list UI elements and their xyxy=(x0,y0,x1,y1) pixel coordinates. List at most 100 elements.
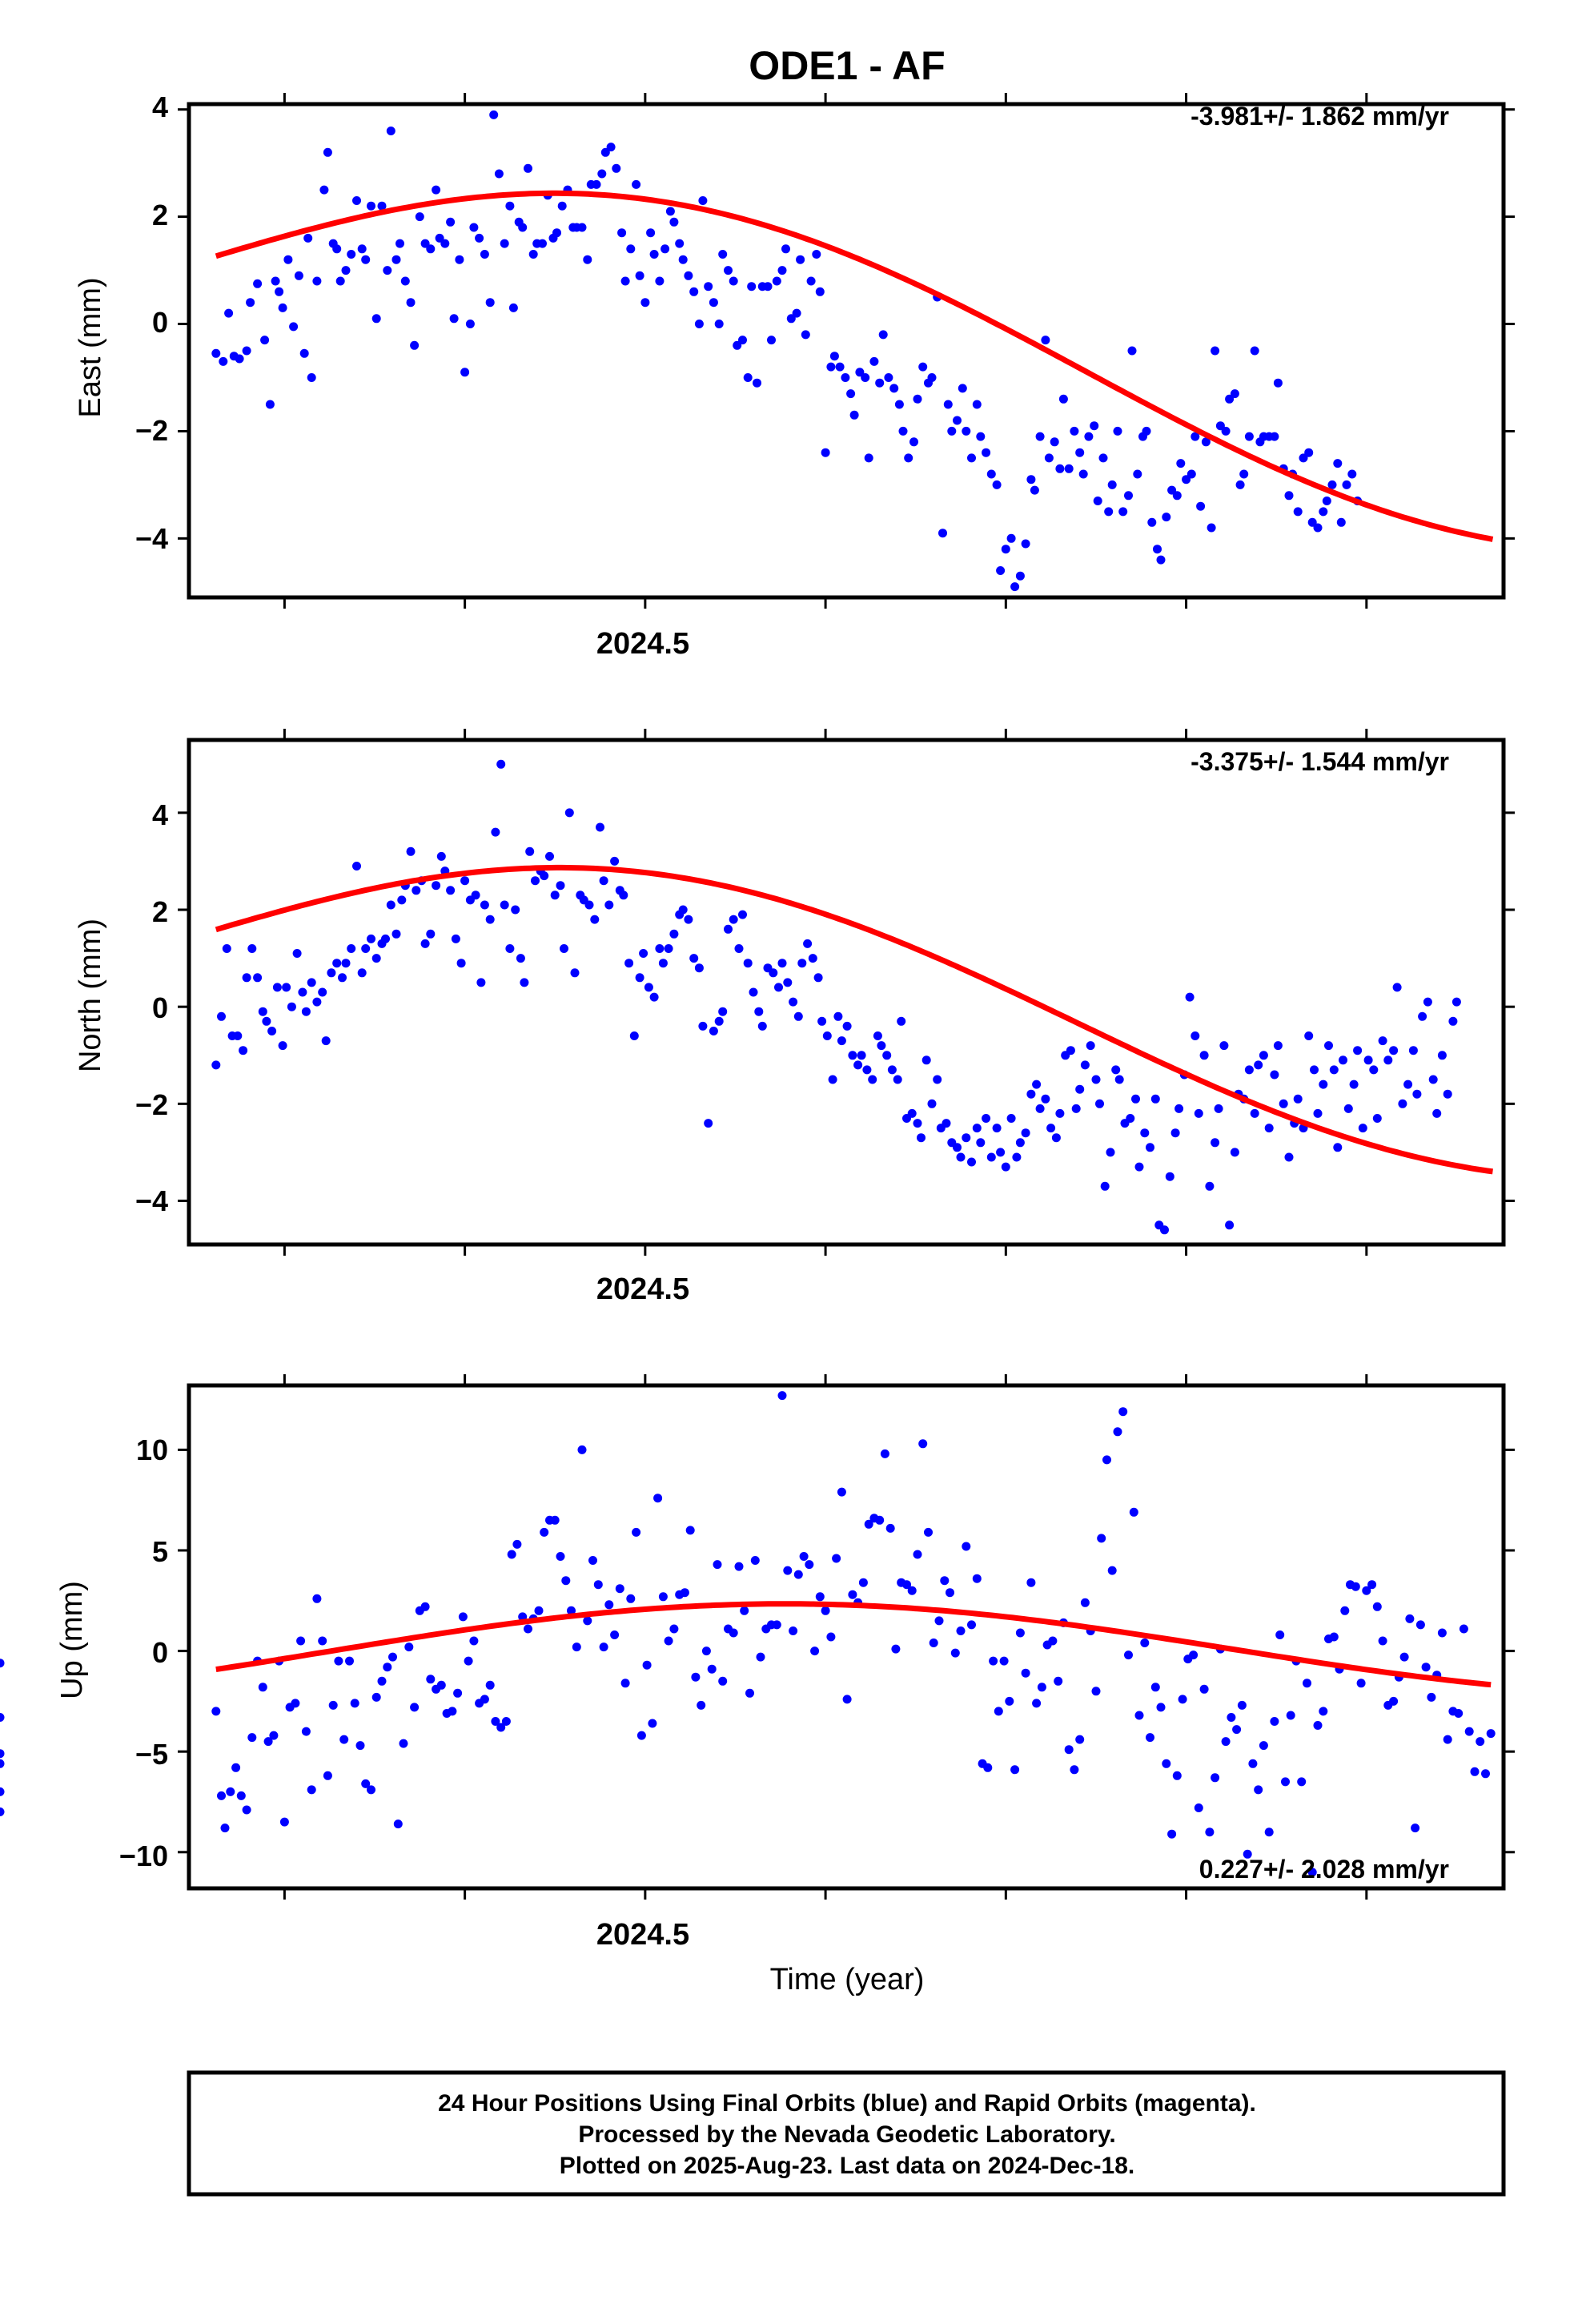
up-data-point xyxy=(211,1707,221,1716)
east-data-point xyxy=(494,169,504,179)
north-y-tick-label: −2 xyxy=(135,1088,168,1121)
up-data-point xyxy=(642,1660,652,1670)
up-data-point xyxy=(697,1700,706,1710)
north-data-point xyxy=(962,1133,971,1143)
north-data-point xyxy=(678,905,688,915)
up-data-point xyxy=(561,1576,571,1586)
east-data-point xyxy=(1113,426,1122,436)
north-data-point xyxy=(253,973,263,983)
north-data-point xyxy=(1343,1104,1353,1113)
up-data-point xyxy=(1307,1868,1317,1877)
up-data-point xyxy=(740,1606,749,1615)
east-data-point xyxy=(1124,491,1133,501)
east-data-point xyxy=(396,239,404,248)
footer-line: Processed by the Nevada Geodetic Laborat… xyxy=(578,2121,1115,2148)
north-data-point xyxy=(480,900,489,910)
north-data-point xyxy=(287,1002,296,1011)
north-data-point xyxy=(813,973,823,983)
north-data-point xyxy=(456,959,466,968)
north-data-point xyxy=(1080,1060,1090,1070)
north-data-point xyxy=(704,1119,713,1128)
up-data-point xyxy=(1427,1692,1436,1702)
east-data-point xyxy=(855,368,865,377)
east-data-point xyxy=(577,223,587,232)
east-data-point xyxy=(435,233,444,243)
east-data-point xyxy=(1050,437,1059,447)
north-data-point xyxy=(734,944,744,953)
up-data-point xyxy=(258,1683,267,1692)
east-data-point xyxy=(460,368,470,377)
up-data-point xyxy=(496,1723,506,1732)
east-data-point xyxy=(976,432,986,441)
north-data-point xyxy=(774,983,783,992)
north-data-point xyxy=(953,1143,962,1152)
east-data-point xyxy=(1347,469,1357,479)
east-data-point xyxy=(796,255,805,264)
up-data-point xyxy=(1211,1773,1220,1783)
north-data-point xyxy=(927,1099,937,1108)
east-fit-curve xyxy=(215,190,1494,542)
east-data-point xyxy=(1026,475,1036,485)
up-data-point xyxy=(220,1823,230,1833)
up-data-point xyxy=(1102,1455,1111,1465)
north-data-point xyxy=(516,954,525,963)
north-data-point xyxy=(412,886,421,895)
north-data-point xyxy=(1392,983,1402,992)
north-data-point xyxy=(1165,1172,1174,1181)
east-data-point xyxy=(733,340,742,350)
east-data-point xyxy=(275,287,284,296)
east-data-point xyxy=(446,217,456,227)
east-y-tick-label: 2 xyxy=(152,199,168,231)
up-data-point xyxy=(907,1586,917,1595)
up-data-point xyxy=(734,1562,744,1571)
up-data-point xyxy=(1303,1679,1311,1688)
east-data-point xyxy=(1313,523,1323,533)
north-data-point xyxy=(267,1027,277,1035)
north-data-point xyxy=(917,1133,926,1143)
east-data-point xyxy=(1176,459,1186,468)
north-data-point xyxy=(848,1051,857,1060)
north-data-point xyxy=(1066,1046,1075,1055)
east-data-point xyxy=(294,271,303,280)
north-data-point xyxy=(1333,1143,1343,1152)
east-data-point xyxy=(1156,555,1166,565)
up-data-point xyxy=(247,1733,257,1743)
east-data-point xyxy=(875,378,885,388)
east-data-point xyxy=(357,244,367,254)
east-data-point xyxy=(953,416,962,425)
up-data-point xyxy=(875,1515,885,1525)
up-data-point xyxy=(772,1620,781,1630)
north-data-point xyxy=(986,1152,996,1162)
up-data-point xyxy=(312,1594,322,1603)
up-data-point xyxy=(269,1731,279,1740)
up-data-point xyxy=(1054,1676,1063,1686)
north-y-tick-labels: 4 2 0 −2 −4 xyxy=(135,798,168,1217)
north-data-point xyxy=(887,1065,897,1075)
north-data-point xyxy=(1264,1124,1274,1133)
east-data-point xyxy=(1336,517,1346,527)
north-data-point xyxy=(556,881,565,891)
east-data-point xyxy=(669,217,679,227)
east-data-point xyxy=(661,244,670,254)
up-data-point xyxy=(339,1735,349,1744)
up-data-point xyxy=(507,1550,516,1559)
north-data-point xyxy=(1428,1075,1438,1084)
east-data-point xyxy=(1058,394,1068,404)
north-data-point xyxy=(1403,1080,1413,1089)
up-data-point xyxy=(1389,1696,1399,1706)
east-data-point xyxy=(552,228,561,238)
footer-line: 24 Hour Positions Using Final Orbits (bl… xyxy=(438,2090,1256,2117)
east-data-point xyxy=(927,373,937,382)
east-data-point xyxy=(617,228,627,238)
east-data-point xyxy=(709,298,718,308)
north-data-point xyxy=(590,915,600,924)
up-data-point xyxy=(664,1636,673,1646)
up-data-point xyxy=(1097,1534,1106,1543)
up-data-point xyxy=(713,1560,722,1570)
up-data-point xyxy=(361,1779,371,1788)
east-data-point xyxy=(626,244,636,254)
up-data-point xyxy=(1178,1695,1187,1704)
east-data-point xyxy=(583,255,592,264)
north-data-point xyxy=(1437,1051,1447,1060)
east-data-point xyxy=(391,255,401,264)
